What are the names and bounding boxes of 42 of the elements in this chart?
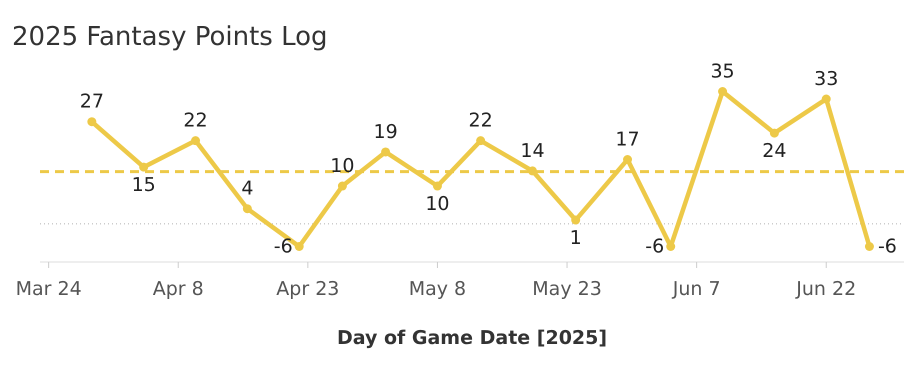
- x-tick-label: May 23: [532, 278, 602, 300]
- point: [432, 182, 442, 191]
- x-tick-label: Mar 24: [16, 278, 82, 300]
- data-label: 33: [814, 68, 838, 90]
- data-label: -6: [878, 236, 897, 258]
- point: [476, 136, 486, 146]
- point: [87, 117, 96, 126]
- x-tick-label: Jun 22: [795, 278, 856, 300]
- data-label: 1: [570, 227, 582, 250]
- data-label: -6: [274, 236, 293, 258]
- point: [528, 166, 537, 176]
- point: [338, 182, 347, 191]
- point: [191, 136, 200, 146]
- data-label: 22: [468, 110, 493, 132]
- point: [822, 94, 831, 104]
- data-label: 17: [615, 128, 640, 151]
- data-label: 35: [710, 60, 735, 82]
- point: [381, 147, 390, 156]
- x-tick-label: Jun 7: [672, 278, 721, 300]
- data-label: 22: [183, 110, 208, 132]
- data-label: -6: [645, 236, 664, 258]
- x-tick-label: May 8: [408, 278, 466, 300]
- point: [571, 216, 580, 225]
- point: [139, 162, 148, 172]
- x-axis-title: Day of Game Date [2025]: [336, 327, 608, 349]
- point: [770, 128, 779, 138]
- x-tick-label: Apr 23: [276, 278, 340, 300]
- point: [242, 204, 252, 214]
- x-tick-label: Apr 8: [152, 278, 204, 300]
- data-label: 24: [762, 140, 786, 162]
- data-label: 27: [80, 90, 104, 113]
- data-label: 14: [520, 140, 545, 162]
- point: [864, 242, 874, 251]
- data-label: 19: [374, 120, 398, 143]
- point: [294, 242, 304, 251]
- point: [718, 87, 728, 96]
- data-label: 15: [132, 174, 156, 196]
- chart-title: 2025 Fantasy Points Log: [12, 22, 328, 52]
- data-label: 10: [425, 193, 450, 216]
- data-label: 4: [241, 178, 254, 200]
- point: [623, 155, 632, 164]
- data-label: 10: [330, 155, 354, 178]
